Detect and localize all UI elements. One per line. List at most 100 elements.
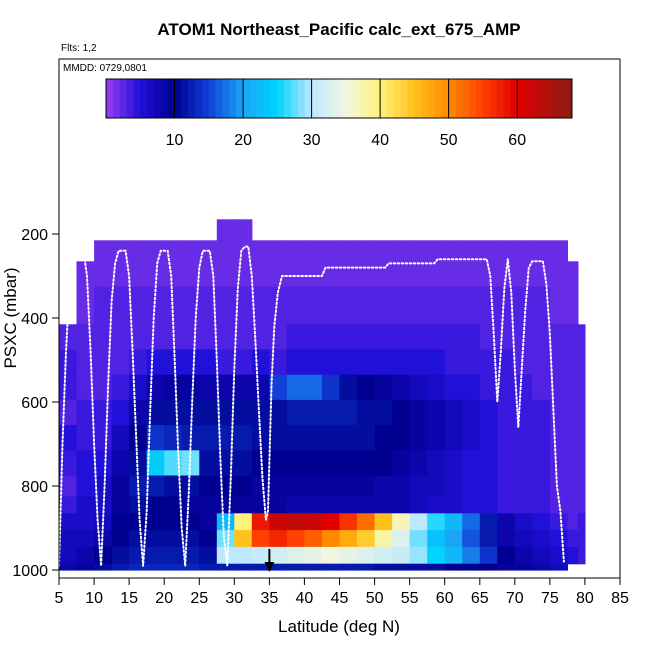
heatmap-cell: [514, 425, 533, 451]
heatmap-cell: [532, 399, 551, 426]
heatmap-cell: [164, 513, 183, 531]
heatmap-cell: [427, 450, 446, 477]
heatmap-cell: [567, 475, 579, 498]
heatmap-cell: [199, 399, 218, 426]
colorbar-swatch: [339, 79, 347, 118]
heatmap-cell: [129, 399, 148, 426]
heatmap-cell: [76, 513, 95, 531]
heatmap-cell: [427, 399, 446, 426]
colorbar-swatch: [332, 79, 340, 118]
x-tick-label: 40: [296, 590, 314, 607]
heatmap-cell: [497, 546, 516, 565]
heatmap-cell: [444, 286, 463, 325]
heatmap-cell: [479, 349, 498, 376]
heatmap-cell: [181, 450, 200, 477]
colorbar-swatch: [325, 79, 333, 118]
heatmap-cell: [286, 546, 305, 565]
heatmap-cell: [357, 261, 376, 288]
heatmap-cell: [322, 261, 341, 288]
heatmap-cell: [322, 513, 341, 531]
heatmap-cell: [357, 324, 376, 351]
heatmap-cell: [532, 261, 551, 288]
heatmap-cell: [216, 399, 235, 426]
heatmap-cell: [199, 374, 218, 401]
heatmap-cell: [94, 563, 113, 571]
colorbar-swatch: [112, 79, 121, 118]
heatmap-cell: [514, 530, 533, 548]
heatmap-cell: [567, 399, 579, 426]
heatmap-cell: [567, 496, 579, 514]
heatmap-cell: [462, 374, 481, 401]
heatmap-cell: [462, 563, 481, 571]
colorbar-swatch: [195, 79, 203, 118]
heatmap-cell: [146, 475, 165, 498]
heatmap-cell: [304, 563, 323, 571]
heatmap-cell: [322, 349, 341, 376]
heatmap-cell: [304, 450, 323, 477]
heatmap-cell: [427, 530, 446, 548]
heatmap-cell: [111, 475, 130, 498]
arrow-marker-head: [264, 562, 275, 572]
heatmap-cell: [269, 286, 288, 325]
heatmap-cell: [181, 261, 200, 288]
x-axis: 5 10 15 20 25 30 35 40 45 50 55 60 65 70 75 80 85: [55, 578, 629, 607]
heatmap-cell: [269, 475, 288, 498]
heatmap-cell: [146, 349, 165, 376]
heatmap-cell: [251, 374, 270, 401]
heatmap-cell: [94, 475, 113, 498]
heatmap-cell: [216, 240, 235, 262]
heatmap-cell: [199, 475, 218, 498]
heatmap-cell: [392, 475, 411, 498]
heatmap-cell: [339, 349, 358, 376]
heatmap-cell: [199, 530, 218, 548]
heatmap-cell: [514, 286, 533, 325]
heatmap-cell: [59, 563, 78, 571]
heatmap-cell: [514, 513, 533, 531]
heatmap-cell: [59, 530, 78, 548]
heatmap-cell: [497, 349, 516, 376]
heatmap-cell: [514, 475, 533, 498]
heatmap-cell: [286, 513, 305, 531]
heatmap-cell: [444, 496, 463, 514]
heatmap-cell: [514, 374, 533, 401]
heatmap-cell: [339, 399, 358, 426]
heatmap-cell: [76, 286, 95, 325]
heatmap-cell: [497, 530, 516, 548]
heatmap-cell: [304, 496, 323, 514]
heatmap-cell: [444, 240, 463, 262]
heatmap-cell: [304, 399, 323, 426]
heatmap-cell: [444, 399, 463, 426]
colorbar-swatch: [510, 79, 518, 118]
heatmap-cell: [129, 286, 148, 325]
heatmap-cell: [322, 546, 341, 565]
heatmap-cell: [357, 546, 376, 565]
heatmap-cell: [111, 286, 130, 325]
heatmap-cell: [111, 374, 130, 401]
heatmap-cell: [111, 261, 130, 288]
heatmap-cell: [216, 219, 235, 241]
colorbar-swatch: [359, 79, 367, 118]
heatmap-cell: [234, 530, 253, 548]
heatmap-cell: [479, 399, 498, 426]
heatmap-cell: [479, 240, 498, 262]
heatmap-cell: [462, 546, 481, 565]
heatmap-cell: [444, 563, 463, 571]
heatmap-cell: [304, 286, 323, 325]
heatmap-cell: [392, 286, 411, 325]
heatmap-cell: [286, 450, 305, 477]
heatmap-cell: [339, 563, 358, 571]
heatmap-cell: [374, 324, 393, 351]
heatmap-cell: [497, 425, 516, 451]
heatmap-cell: [129, 513, 148, 531]
heatmap-cell: [269, 530, 288, 548]
colorbar-swatch: [222, 79, 230, 118]
heatmap-cell: [251, 530, 270, 548]
heatmap-cell: [146, 324, 165, 351]
heatmap-cell: [409, 240, 428, 262]
heatmap-cell: [59, 349, 78, 376]
heatmap-cell: [567, 425, 579, 451]
heatmap-cell: [94, 261, 113, 288]
heatmap-cell: [497, 240, 516, 262]
heatmap-cell: [462, 324, 481, 351]
heatmap-cell: [374, 496, 393, 514]
